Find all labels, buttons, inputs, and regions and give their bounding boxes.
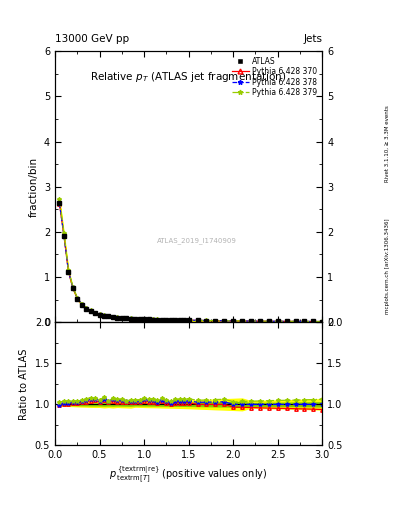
Y-axis label: Ratio to ATLAS: Ratio to ATLAS [19,348,29,419]
Text: mcplots.cern.ch [arXiv:1306.3436]: mcplots.cern.ch [arXiv:1306.3436] [385,219,389,314]
Text: Rivet 3.1.10, ≥ 3.3M events: Rivet 3.1.10, ≥ 3.3M events [385,105,389,182]
Legend: ATLAS, Pythia 6.428 370, Pythia 6.428 378, Pythia 6.428 379: ATLAS, Pythia 6.428 370, Pythia 6.428 37… [230,55,318,99]
Text: ATLAS_2019_I1740909: ATLAS_2019_I1740909 [157,238,237,244]
Text: Jets: Jets [303,33,322,44]
Text: 13000 GeV pp: 13000 GeV pp [55,33,129,44]
Y-axis label: fraction/bin: fraction/bin [28,157,39,217]
X-axis label: $p_{\,\mathrm{textrm}[T]}^{\;\{\mathrm{textrm|re}\}}$ (positive values only): $p_{\,\mathrm{textrm}[T]}^{\;\{\mathrm{t… [109,464,268,485]
Text: Relative $p_T$ (ATLAS jet fragmentation): Relative $p_T$ (ATLAS jet fragmentation) [90,70,287,84]
